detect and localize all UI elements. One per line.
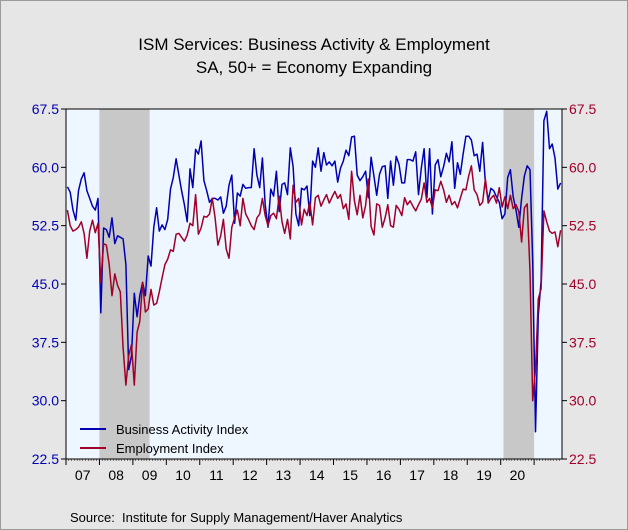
chart-title: ISM Services: Business Activity & Employ…	[138, 35, 490, 54]
right-tick-label: 37.5	[569, 334, 596, 350]
x-tick-label: 11	[209, 467, 224, 483]
right-tick-label: 22.5	[569, 451, 596, 467]
x-tick-label: 12	[242, 467, 258, 483]
x-tick-label: 18	[443, 467, 459, 483]
employment-line	[66, 165, 562, 402]
x-tick-label: 15	[342, 467, 358, 483]
business-line	[66, 110, 562, 433]
x-tick-label: 07	[75, 467, 91, 483]
source-note: Source: Institute for Supply Management/…	[70, 510, 402, 525]
x-tick-label: 16	[376, 467, 392, 483]
recession-band-1	[99, 109, 150, 459]
source-label: Source:	[70, 510, 115, 525]
right-tick-label: 30.0	[569, 393, 596, 409]
x-tick-label: 08	[108, 467, 124, 483]
x-tick-label: 20	[510, 467, 526, 483]
left-tick-label: 30.0	[32, 393, 59, 409]
left-tick-label: 45.0	[32, 276, 59, 292]
legend-label-business: Business Activity Index	[116, 422, 249, 437]
right-tick-label: 52.5	[569, 218, 596, 234]
x-tick-label: 10	[175, 467, 191, 483]
source-text: Institute for Supply Management/Haver An…	[122, 510, 403, 525]
left-tick-label: 60.0	[32, 159, 59, 175]
x-tick-label: 09	[142, 467, 158, 483]
left-tick-label: 37.5	[32, 334, 59, 350]
right-tick-label: 60.0	[569, 159, 596, 175]
x-tick-label: 19	[476, 467, 492, 483]
x-tick-label: 13	[276, 467, 292, 483]
x-tick-label: 14	[309, 467, 325, 483]
chart-subtitle: SA, 50+ = Economy Expanding	[195, 58, 433, 77]
legend-label-employment: Employment Index	[116, 441, 224, 456]
x-tick-label: 17	[409, 467, 425, 483]
left-tick-label: 22.5	[32, 451, 59, 467]
right-tick-label: 67.5	[569, 101, 596, 117]
left-tick-label: 52.5	[32, 218, 59, 234]
left-tick-label: 67.5	[32, 101, 59, 117]
right-tick-label: 45.0	[569, 276, 596, 292]
